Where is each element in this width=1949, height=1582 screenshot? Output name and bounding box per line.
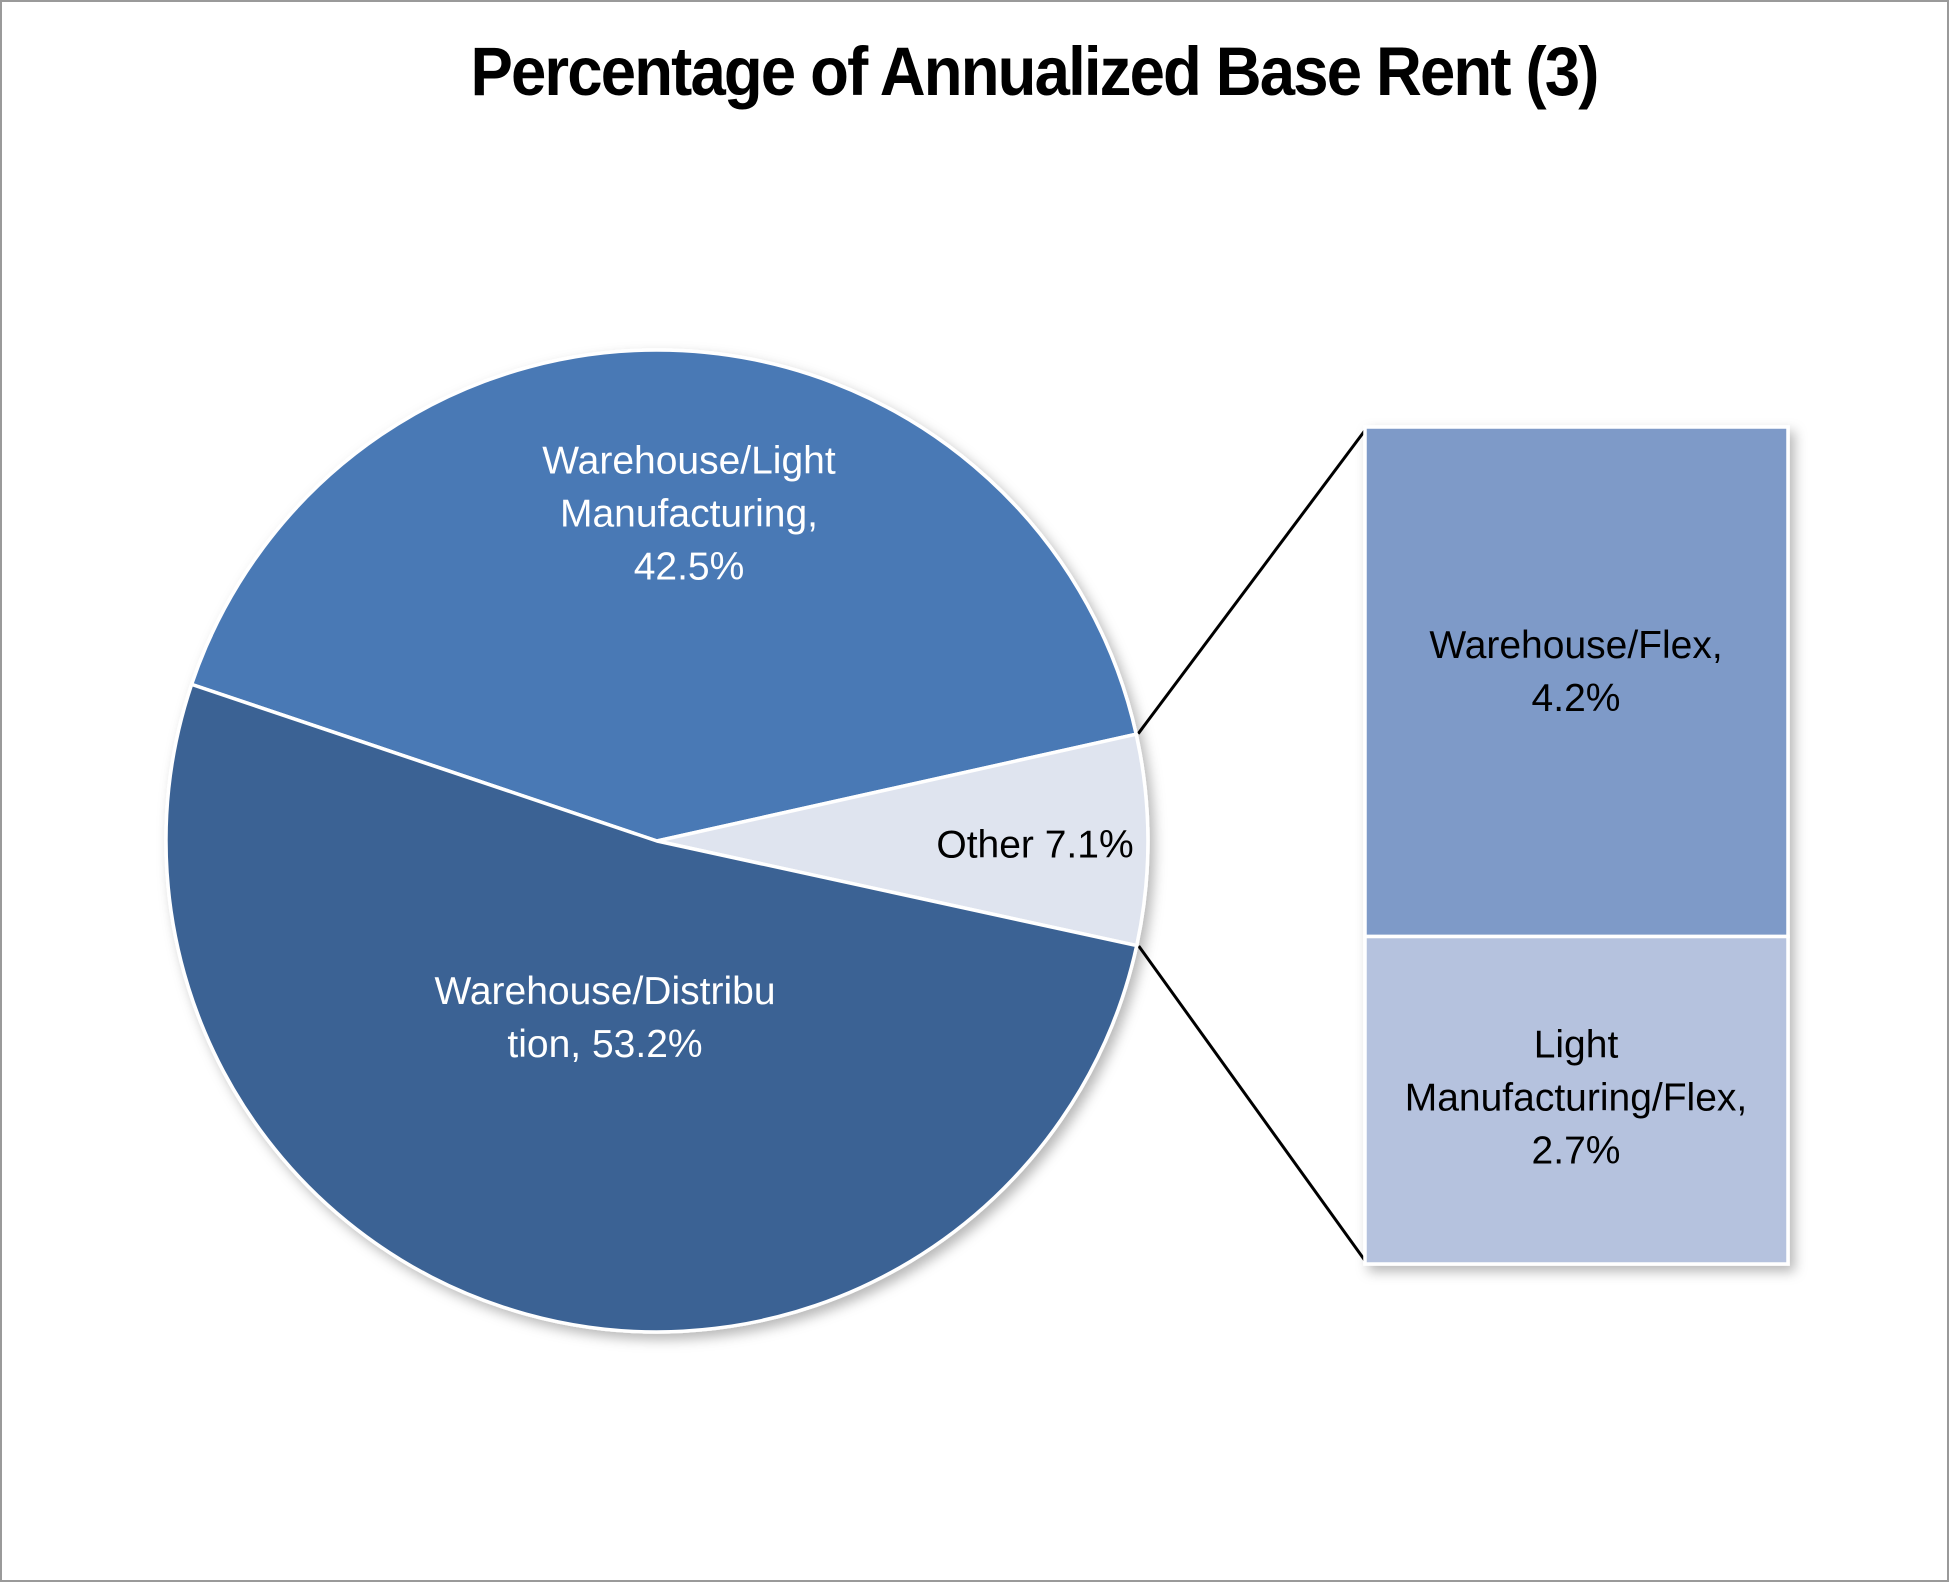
label-line: Warehouse/Light bbox=[542, 439, 836, 483]
label-warehouse-light-manufacturing: Warehouse/Light Manufacturing, 42.5% bbox=[542, 435, 835, 594]
label-line: Manufacturing, bbox=[560, 492, 818, 536]
label-line: 42.5% bbox=[633, 545, 745, 589]
leader-lines bbox=[1136, 428, 1368, 1263]
label-other: Other 7.1% bbox=[936, 819, 1133, 872]
label-line: Warehouse/Distribu bbox=[434, 970, 776, 1013]
bar-segment-light-manufacturing-flex bbox=[1363, 934, 1790, 1266]
pie-slice-warehouse-distribution bbox=[164, 682, 1139, 1334]
pie bbox=[164, 348, 1150, 1334]
label-line: Manufacturing/Flex, bbox=[1404, 1076, 1748, 1120]
label-line: Light bbox=[1533, 1023, 1619, 1067]
leader-line-bottom bbox=[1137, 945, 1368, 1263]
label-line: tion, 53.2% bbox=[507, 1023, 703, 1066]
pie-slice-other bbox=[655, 732, 1150, 948]
label-warehouse-distribution: Warehouse/Distribu tion, 53.2% bbox=[434, 965, 775, 1071]
chart-title: Percentage of Annualized Base Rent (3) bbox=[470, 33, 1599, 110]
label-line: Warehouse/Flex, bbox=[1429, 624, 1723, 667]
label-light-manufacturing-flex: Light Manufacturing/Flex, 2.7% bbox=[1405, 1019, 1748, 1178]
label-warehouse-flex: Warehouse/Flex, 4.2% bbox=[1429, 619, 1722, 725]
label-line: 2.7% bbox=[1531, 1129, 1621, 1173]
pie-slice-warehouse-light-manufacturing bbox=[189, 348, 1138, 843]
breakout-bar bbox=[1363, 425, 1790, 1266]
label-line: Other 7.1% bbox=[936, 823, 1134, 867]
label-line: 4.2% bbox=[1531, 677, 1621, 720]
bar-segment-warehouse-flex bbox=[1363, 425, 1790, 939]
leader-line-top bbox=[1136, 428, 1368, 735]
